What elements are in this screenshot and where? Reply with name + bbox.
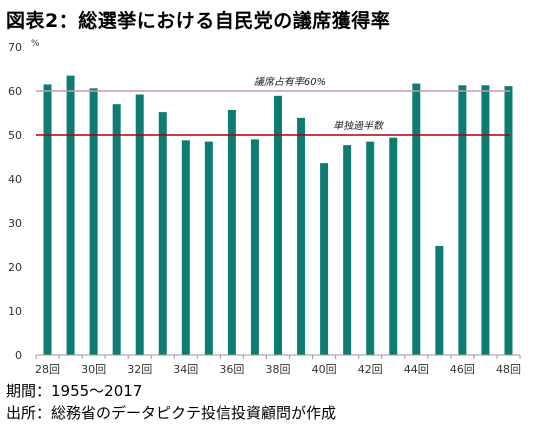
period-note: 期間：1955～2017 — [6, 382, 143, 400]
y-tick-label: 30 — [8, 217, 22, 230]
y-tick-label: 10 — [8, 305, 22, 318]
x-tick-label: 30回 — [81, 363, 106, 376]
bar-38回 — [274, 95, 282, 355]
bar-31回 — [112, 104, 121, 355]
bar-42回 — [366, 141, 375, 355]
bar-40回 — [320, 163, 329, 355]
bar-30回 — [89, 88, 98, 356]
x-tick-label: 36回 — [219, 363, 244, 376]
x-tick-label: 44回 — [404, 363, 429, 376]
y-axis: 0 10 20 30 40 50 60 70% — [8, 39, 40, 362]
y-tick-label: 70 — [8, 41, 22, 54]
reference-lines: 議席占有率60% 単独過半数 — [36, 76, 510, 136]
reference-line-label: 議席占有率60% — [254, 76, 326, 88]
chart-title: 図表2：総選挙における自民党の議席獲得率 — [6, 10, 391, 32]
bar-34回 — [181, 140, 190, 355]
bar-47回 — [481, 85, 490, 355]
bar-39回 — [297, 117, 306, 355]
y-tick-label: 0 — [15, 349, 22, 362]
bar-36回 — [227, 109, 236, 355]
reference-line-label: 単独過半数 — [333, 120, 385, 132]
x-tick-label: 28回 — [35, 363, 60, 376]
bar-32回 — [135, 94, 144, 356]
x-tick-label: 34回 — [173, 363, 198, 376]
bar-35回 — [204, 141, 213, 355]
y-axis-unit: % — [31, 39, 40, 49]
bar-37回 — [250, 139, 259, 355]
bar-46回 — [458, 85, 467, 355]
x-axis: 28回 30回 32回 34回 36回 38回 40回 42回 44回 46回 48回 — [35, 354, 521, 376]
y-tick-label: 50 — [8, 129, 22, 142]
bar-45回 — [435, 245, 444, 355]
y-tick-label: 40 — [8, 173, 22, 186]
x-tick-label: 46回 — [450, 363, 475, 376]
y-tick-label: 60 — [8, 85, 22, 98]
bar-29回 — [66, 75, 75, 355]
source-note: 出所：総務省のデータピクテ投信投資顧問が作成 — [6, 404, 337, 422]
bar-44回 — [412, 83, 421, 356]
x-tick-label: 40回 — [312, 363, 337, 376]
y-tick-label: 20 — [8, 261, 22, 274]
x-tick-label: 42回 — [358, 363, 383, 376]
x-tick-label: 38回 — [266, 363, 291, 376]
bar-28回 — [43, 84, 52, 356]
bar-33回 — [158, 112, 167, 356]
bars — [43, 75, 513, 356]
bar-41回 — [343, 145, 352, 355]
bar-48回 — [504, 86, 513, 355]
x-tick-label: 48回 — [496, 363, 521, 376]
bar-43回 — [389, 137, 398, 355]
x-tick-label: 32回 — [127, 363, 152, 376]
